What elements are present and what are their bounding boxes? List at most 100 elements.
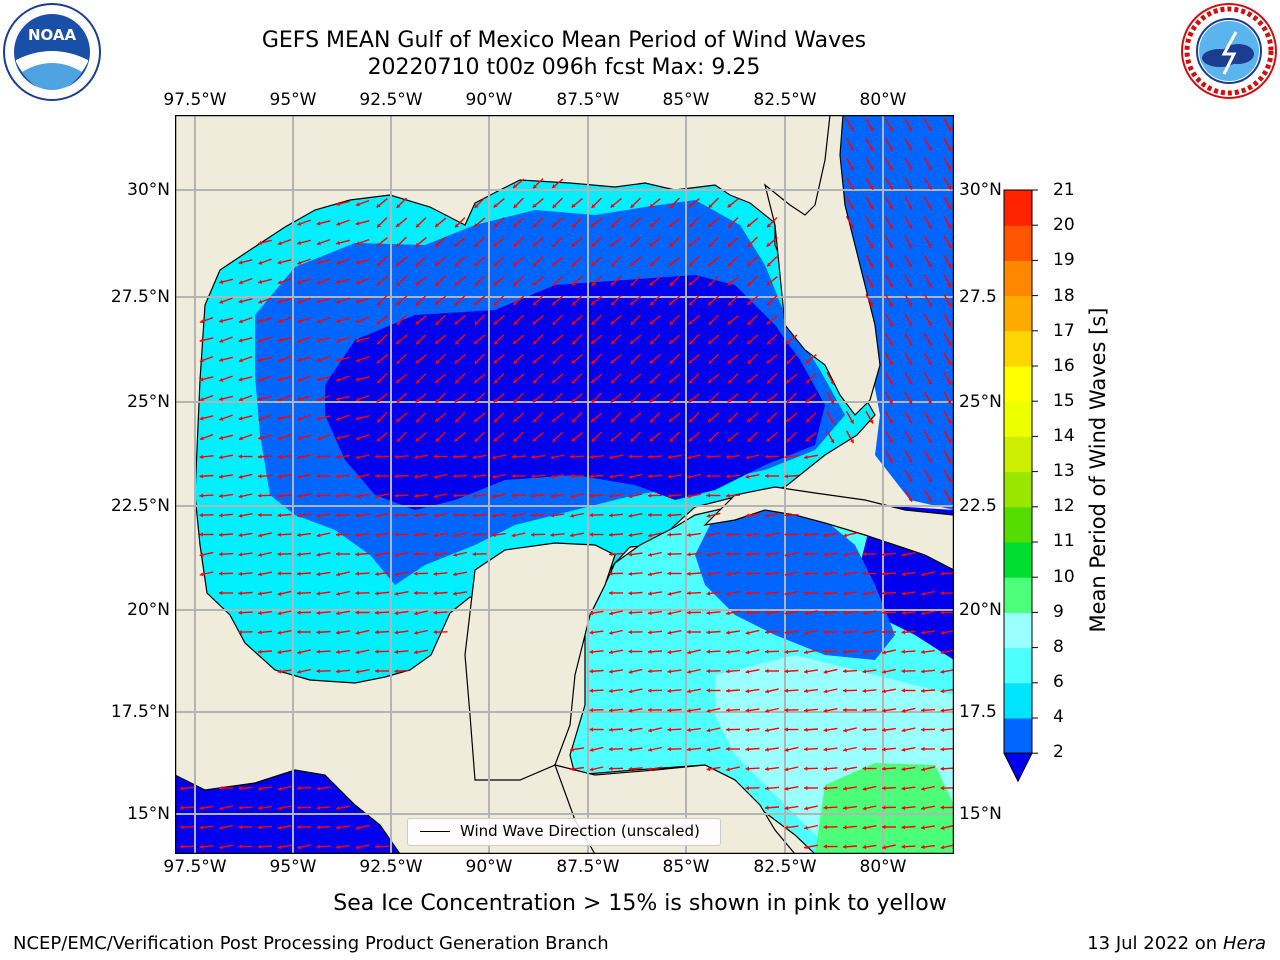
wind-arrow-head	[472, 474, 477, 479]
wind-arrow-head	[889, 244, 893, 249]
wind-arrow-head	[823, 825, 827, 830]
wind-arrow-head	[297, 435, 301, 440]
wind-arrow-head	[767, 379, 771, 384]
wind-arrow-head	[316, 552, 321, 557]
wind-arrow-head	[316, 338, 321, 343]
wind-arrow-head	[928, 302, 932, 307]
wind-arrow-head	[767, 340, 771, 345]
wind-arrow-head	[474, 262, 478, 266]
wind-arrow-head	[889, 127, 893, 132]
wind-arrow-head	[947, 224, 952, 229]
wind-arrow-head	[630, 243, 635, 247]
wind-arrow-head	[396, 301, 400, 305]
wind-arrow-head	[297, 240, 301, 245]
wind-arrow-head	[316, 630, 321, 635]
wind-arrow-head	[238, 377, 243, 382]
wind-arrow-head	[589, 454, 594, 459]
wind-arrow-head	[940, 825, 945, 830]
colorbar-segment	[1004, 612, 1032, 649]
wind-arrow-head	[316, 805, 321, 810]
wind-arrow-head	[416, 301, 420, 306]
wind-arrow-head	[394, 591, 399, 596]
wind-arrow-head	[316, 493, 320, 498]
wind-arrow-head	[435, 340, 439, 344]
wind-arrow-head	[316, 533, 321, 538]
wind-arrow-head	[940, 571, 944, 576]
wind-arrow-head	[630, 438, 635, 442]
wind-arrow-head	[571, 281, 576, 286]
wind-arrow-head	[609, 630, 613, 635]
wind-arrow-head	[394, 669, 399, 674]
wind-arrow-head	[474, 360, 479, 364]
wind-arrow-head	[727, 320, 732, 325]
wind-arrow-head	[901, 630, 906, 635]
wind-arrow-head	[928, 419, 932, 424]
wind-arrow-head	[688, 320, 693, 325]
wind-arrow-head	[219, 299, 224, 304]
wind-arrow-head	[277, 649, 282, 655]
wind-arrow-head	[921, 746, 925, 752]
wind-arrow-head	[767, 223, 771, 228]
wind-arrow-head	[901, 552, 906, 557]
wind-arrow-head	[706, 669, 710, 674]
wind-arrow-head	[336, 454, 340, 460]
wind-arrow-head	[591, 438, 596, 442]
wind-arrow-head	[611, 262, 615, 267]
wind-arrow-head	[823, 727, 828, 733]
wind-arrow-head	[728, 379, 732, 384]
wind-arrow-head	[843, 669, 847, 674]
wind-arrow-head	[355, 358, 360, 363]
wind-arrow-head	[493, 281, 498, 286]
wind-arrow-head	[706, 766, 711, 772]
wind-arrow-head	[708, 379, 712, 383]
wind-arrow-head	[472, 493, 477, 498]
wind-arrow-head	[550, 532, 555, 537]
wind-arrow-head	[928, 166, 932, 171]
wind-arrow-head	[316, 221, 321, 226]
wind-arrow-head	[869, 224, 874, 229]
wind-arrow-head	[940, 727, 945, 732]
wind-arrow-head	[804, 455, 808, 460]
wind-arrow-head	[843, 825, 847, 830]
wind-arrow-head	[455, 340, 459, 345]
wind-arrow-head	[414, 513, 418, 518]
wind-arrow-head	[355, 552, 360, 557]
wind-arrow-head	[219, 318, 223, 323]
wind-arrow-head	[667, 493, 672, 498]
wind-arrow-head	[336, 396, 340, 401]
wind-arrow-head	[947, 439, 952, 444]
wind-arrow-head	[667, 552, 671, 557]
wind-arrow-head	[376, 359, 381, 364]
wind-arrow-head	[889, 205, 893, 210]
wind-arrow-head	[745, 455, 750, 460]
lat-tick-left: 22.5°N	[110, 496, 170, 516]
wind-arrow-head	[376, 398, 381, 403]
wind-arrow-head	[571, 437, 576, 442]
wind-arrow-head	[889, 400, 893, 405]
wind-arrow-head	[765, 805, 769, 810]
wind-arrow-head	[862, 552, 866, 557]
wind-arrow-head	[745, 513, 750, 518]
svg-text:NOAA: NOAA	[28, 26, 77, 44]
wind-arrow-head	[453, 512, 457, 518]
wind-arrow-head	[804, 845, 808, 850]
wind-arrow-head	[394, 649, 399, 654]
wind-arrow-head	[474, 438, 479, 442]
wind-arrow-head	[336, 493, 340, 498]
wind-arrow-head	[570, 473, 574, 479]
wind-arrow-head	[552, 379, 556, 383]
wind-arrow-head	[570, 533, 574, 538]
legend-label: Wind Wave Direction (unscaled)	[460, 822, 700, 840]
wind-arrow-head	[862, 611, 867, 616]
wind-arrow-head	[706, 552, 711, 557]
wind-arrow-head	[336, 279, 340, 284]
wind-arrow-head	[745, 747, 750, 752]
wind-arrow-head	[219, 513, 223, 518]
wind-arrow-head	[180, 805, 184, 810]
wind-arrow-head	[928, 185, 932, 190]
lon-tick-bottom: 80°W	[859, 857, 907, 877]
wind-arrow-head	[804, 825, 808, 830]
wind-arrow-head	[889, 263, 893, 268]
wind-arrow-head	[628, 513, 633, 518]
wind-arrow-head	[921, 806, 925, 811]
